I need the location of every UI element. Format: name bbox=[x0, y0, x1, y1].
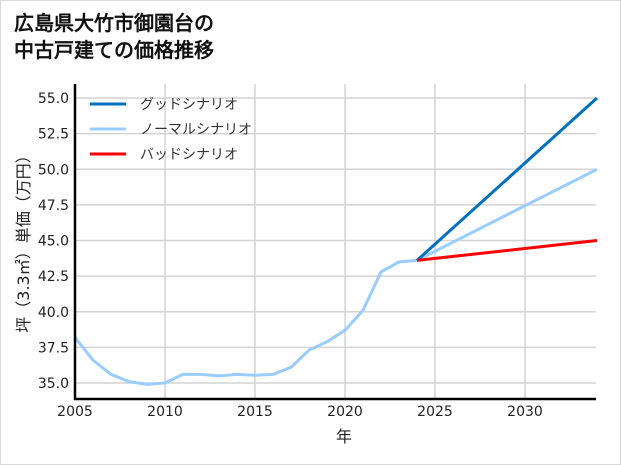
axes bbox=[73, 84, 596, 401]
y-tick-label: 40.0 bbox=[38, 305, 69, 321]
x-tick-label: 2030 bbox=[507, 404, 543, 420]
title-line-2: 中古戸建ての価格推移 bbox=[14, 38, 214, 62]
y-tick-label: 52.5 bbox=[38, 127, 69, 143]
series-lines bbox=[73, 96, 599, 386]
legend-label: ノーマルシナリオ bbox=[140, 122, 252, 138]
chart-title: 広島県大竹市御園台の 中古戸建ての価格推移 bbox=[14, 10, 214, 64]
legend-label: バッドシナリオ bbox=[140, 147, 238, 163]
series-line bbox=[415, 96, 599, 262]
y-tick-label: 45.0 bbox=[38, 234, 69, 250]
y-tick-label: 42.5 bbox=[38, 269, 69, 285]
y-axis-label: 坪（3.3㎡）単価（万円） bbox=[14, 147, 33, 333]
series-line bbox=[73, 167, 598, 386]
tick-labels: 35.0 37.5 40.0 42.5 45.0 47.5 50.0 52.5 55.0 2005… bbox=[38, 91, 543, 420]
y-tick-label: 37.5 bbox=[38, 340, 69, 356]
series-line bbox=[416, 239, 598, 262]
x-tick-label: 2025 bbox=[417, 404, 453, 420]
y-tick-label: 47.5 bbox=[38, 198, 69, 214]
x-tick-label: 2020 bbox=[327, 404, 363, 420]
x-tick-label: 2015 bbox=[237, 404, 273, 420]
x-tick-label: 2005 bbox=[57, 404, 93, 420]
x-tick-label: 2010 bbox=[147, 404, 183, 420]
y-tick-label: 50.0 bbox=[38, 162, 69, 178]
x-axis-label: 年 bbox=[336, 427, 353, 446]
title-line-1: 広島県大竹市御園台の bbox=[14, 11, 214, 35]
y-tick-label: 55.0 bbox=[38, 91, 69, 107]
y-tick-label: 35.0 bbox=[38, 376, 69, 392]
legend-label: グッドシナリオ bbox=[140, 97, 238, 113]
